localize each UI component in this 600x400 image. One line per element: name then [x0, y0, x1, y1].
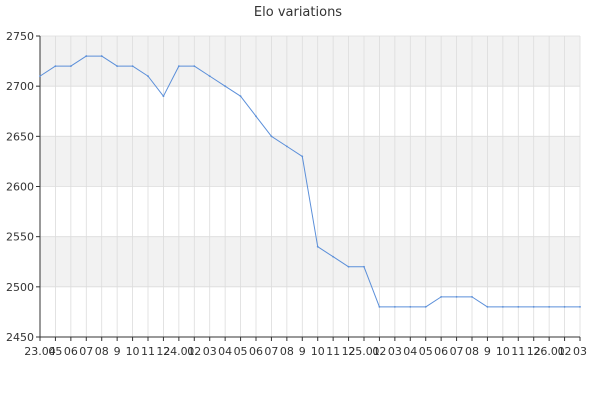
- band-2600-2650: [40, 136, 580, 187]
- x-tick-label-19: 11: [326, 345, 340, 358]
- data-point-29: [486, 306, 489, 308]
- x-tick-label-5: 9: [114, 345, 121, 358]
- data-point-22: [378, 306, 381, 308]
- x-tick-label-3: 07: [79, 345, 93, 358]
- x-tick-label-33: 26.01: [533, 345, 565, 358]
- data-point-5: [116, 65, 119, 67]
- x-tick-label-1: 05: [48, 345, 62, 358]
- data-point-14: [255, 115, 257, 118]
- x-tick-label-13: 05: [234, 345, 248, 358]
- band-2500-2550: [40, 236, 580, 287]
- data-point-11: [208, 75, 211, 78]
- x-tick-label-21: 25.01: [348, 345, 380, 358]
- x-tick-label-35: 03: [573, 345, 587, 358]
- data-point-1: [54, 65, 57, 67]
- data-point-8: [162, 95, 165, 98]
- data-point-23: [393, 306, 396, 308]
- band-2700-2750: [40, 36, 580, 87]
- x-tick-label-32: 12: [527, 345, 541, 358]
- data-point-31: [517, 306, 520, 308]
- x-tick-label-0: 23.04: [24, 345, 56, 358]
- x-tick-label-7: 11: [141, 345, 155, 358]
- data-point-6: [131, 65, 134, 67]
- x-tick-label-2: 06: [64, 345, 78, 358]
- data-point-27: [455, 295, 458, 298]
- data-point-35: [579, 306, 581, 308]
- data-point-2: [69, 65, 72, 67]
- x-tick-label-17: 9: [299, 345, 306, 358]
- x-tick-label-28: 08: [465, 345, 479, 358]
- series-line-0: [39, 55, 580, 308]
- x-tick-label-23: 03: [388, 345, 402, 358]
- data-point-16: [285, 145, 288, 148]
- x-tick-label-9: 24.01: [163, 345, 195, 358]
- data-point-4: [100, 55, 103, 57]
- x-tick-label-22: 02: [372, 345, 386, 358]
- data-point-25: [424, 306, 427, 308]
- data-point-32: [532, 306, 535, 308]
- x-tick-label-11: 03: [203, 345, 217, 358]
- data-point-28: [471, 295, 473, 298]
- data-point-0: [39, 75, 41, 78]
- x-tick-label-6: 10: [126, 345, 140, 358]
- x-tick-label-27: 07: [450, 345, 464, 358]
- x-tick-label-34: 02: [558, 345, 572, 358]
- data-point-33: [548, 306, 551, 308]
- x-tick-label-14: 06: [249, 345, 263, 358]
- data-point-30: [501, 306, 504, 308]
- data-point-26: [440, 295, 443, 298]
- data-point-15: [270, 135, 273, 138]
- y-tick-label-2650: 2650: [6, 130, 34, 143]
- x-tick-label-16: 08: [280, 345, 294, 358]
- data-point-20: [347, 265, 350, 268]
- x-tick-label-26: 06: [434, 345, 448, 358]
- series-group: [39, 55, 581, 308]
- x-tick-label-18: 10: [311, 345, 325, 358]
- data-point-9: [177, 65, 180, 67]
- x-tick-label-31: 11: [511, 345, 525, 358]
- y-tick-label-2750: 2750: [6, 30, 34, 43]
- data-point-10: [193, 65, 196, 67]
- data-point-34: [563, 306, 566, 308]
- x-tick-label-29: 9: [484, 345, 491, 358]
- data-point-12: [224, 85, 227, 88]
- chart-title: Elo variations: [254, 5, 342, 20]
- data-point-13: [239, 95, 242, 98]
- y-tick-label-2500: 2500: [6, 281, 34, 294]
- x-tick-label-15: 07: [264, 345, 278, 358]
- data-point-24: [409, 306, 412, 308]
- y-tick-label-2700: 2700: [6, 80, 34, 93]
- x-tick-label-25: 05: [419, 345, 433, 358]
- y-tick-label-2450: 2450: [6, 331, 34, 344]
- y-tick-labels: 2450 2500 2550 2600 2650 2700 2750: [6, 30, 34, 344]
- x-tick-label-10: 02: [187, 345, 201, 358]
- x-tick-label-12: 04: [218, 345, 232, 358]
- x-tick-label-20: 12: [342, 345, 356, 358]
- data-point-19: [332, 255, 335, 258]
- data-point-3: [85, 55, 88, 57]
- data-point-17: [301, 155, 304, 158]
- y-tick-label-2600: 2600: [6, 181, 34, 194]
- data-point-7: [147, 75, 149, 78]
- axes: [36, 35, 581, 341]
- x-tick-label-4: 08: [95, 345, 109, 358]
- data-point-18: [316, 245, 319, 248]
- x-tick-label-8: 12: [156, 345, 170, 358]
- data-point-21: [363, 265, 365, 268]
- x-tick-label-30: 10: [496, 345, 510, 358]
- y-tick-label-2550: 2550: [6, 231, 34, 244]
- x-tick-label-24: 04: [403, 345, 417, 358]
- background-bands: [40, 36, 580, 287]
